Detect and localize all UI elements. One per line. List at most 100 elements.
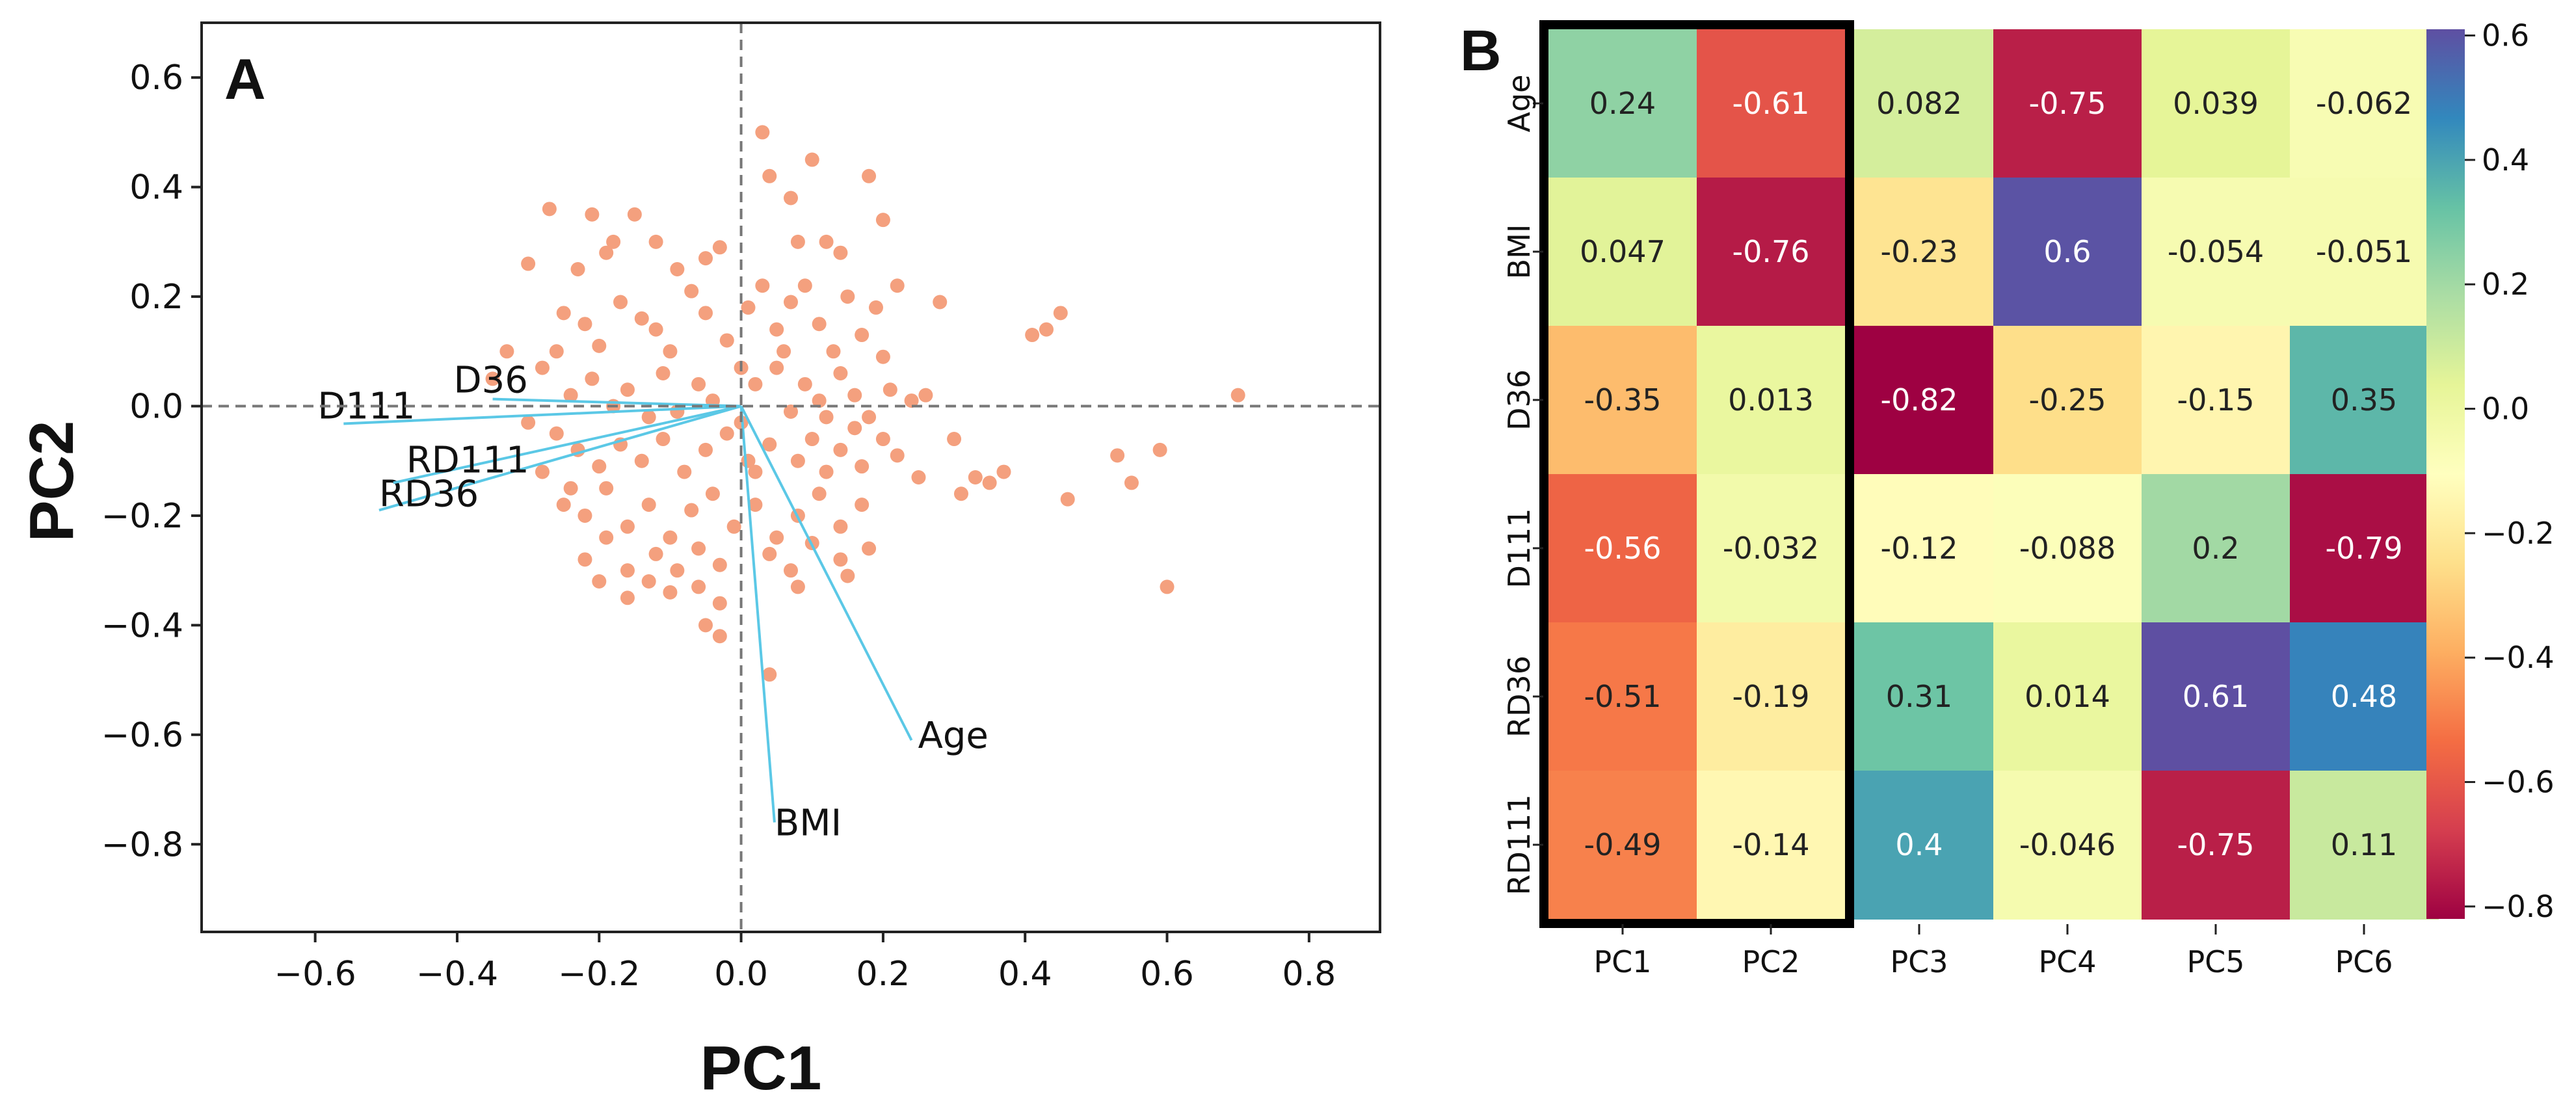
loading-vector <box>739 406 776 823</box>
scatter-point <box>819 410 834 425</box>
scatter-point <box>862 410 877 425</box>
colorbar <box>2426 29 2465 919</box>
scatter-point <box>719 333 734 348</box>
scatter-point <box>862 168 877 183</box>
scatter-point <box>691 377 706 391</box>
row-tick-label: RD36 <box>1502 656 1537 737</box>
scatter-point <box>656 365 671 380</box>
y-axis-ticks: 0.6 0.4 0.2 0.0 −0.2 −0.4 −0.6 −0.8 <box>101 59 202 864</box>
heatmap-cell <box>2290 326 2439 475</box>
heatmap-cell <box>2290 29 2439 178</box>
heatmap-cell <box>1845 622 1994 771</box>
scatter-point <box>684 284 699 298</box>
scatter-point <box>535 360 550 375</box>
scatter-point <box>875 349 890 364</box>
scatter-point <box>599 481 614 496</box>
cell-value-label: 0.35 <box>2331 382 2397 418</box>
heatmap-cell <box>1548 474 1697 623</box>
scatter-point <box>875 432 890 447</box>
heatmap-cell <box>2142 326 2291 475</box>
column-tick-label: PC3 <box>1890 944 1948 979</box>
scatter-point <box>521 415 536 430</box>
loading-label: D36 <box>454 360 528 402</box>
scatter-point <box>784 563 798 578</box>
scatter-point <box>648 322 663 337</box>
cell-value-label: -0.12 <box>1880 531 1958 566</box>
scatter-point <box>933 295 948 310</box>
scatter-point <box>833 245 848 260</box>
scatter-point <box>819 234 834 249</box>
cell-value-label: 0.6 <box>2043 234 2091 269</box>
scatter-point <box>748 464 763 479</box>
scatter-point <box>769 530 784 545</box>
scatter-point <box>790 579 805 594</box>
scatter-point <box>875 213 890 228</box>
scatter-point <box>705 486 720 501</box>
heatmap-cell <box>1697 178 1846 326</box>
x-tick-label: 0.4 <box>998 955 1052 994</box>
scatter-point <box>804 152 819 167</box>
scatter-point <box>620 382 635 397</box>
x-tick-label: 0.0 <box>714 955 768 994</box>
scatter-point <box>641 497 656 512</box>
scatter-point <box>656 432 671 447</box>
column-tick-label: PC6 <box>2335 944 2393 979</box>
scatter-point <box>648 234 663 249</box>
scatter-point <box>968 470 983 484</box>
scatter-point <box>855 497 870 512</box>
scatter-point <box>698 306 713 321</box>
colorbar-tick-label: −0.2 <box>2482 516 2555 551</box>
scatter-point <box>691 579 706 594</box>
heatmap-cell <box>1697 771 1846 920</box>
scatter-point <box>578 552 592 567</box>
scatter-point <box>784 404 798 419</box>
scatter-point <box>855 459 870 474</box>
scatter-point <box>840 568 855 583</box>
scatter-point <box>641 574 656 589</box>
heatmap-cell <box>1697 622 1846 771</box>
heatmap-cell <box>2290 474 2439 623</box>
cell-value-label: -0.56 <box>1584 531 1661 566</box>
cell-value-label: -0.15 <box>2177 382 2254 418</box>
column-tick-label: PC1 <box>1593 944 1651 979</box>
scatter-point <box>790 453 805 468</box>
heatmap-cell <box>1548 326 1697 475</box>
scatter-point <box>812 486 827 501</box>
y-tick-label: 0.2 <box>129 278 183 317</box>
scatter-point <box>691 541 706 556</box>
scatter-point <box>578 508 592 523</box>
scatter-point <box>918 388 933 403</box>
cell-value-label: 0.014 <box>2025 679 2110 714</box>
scatter-point <box>790 234 805 249</box>
highlight-box-pc1-pc2 <box>1539 20 1854 928</box>
loading-vector <box>378 404 742 512</box>
colorbar-tick-label: 0.2 <box>2482 267 2529 302</box>
scatter-point <box>719 426 734 441</box>
cell-value-label: -0.49 <box>1584 827 1661 862</box>
row-tick-label: D36 <box>1502 369 1537 431</box>
heatmap-cell <box>1845 771 1994 920</box>
loading-label: RD111 <box>406 439 529 481</box>
row-tick-label: Age <box>1502 75 1537 133</box>
x-tick-label: 0.2 <box>856 955 910 994</box>
loadings-heatmap: 0.24 -0.61 0.082 -0.75 0.039 -0.062 0.047 -0.76… <box>1460 18 2555 979</box>
heatmap-cell <box>1548 771 1697 920</box>
scatter-point <box>748 377 763 391</box>
y-tick-label: −0.6 <box>101 716 183 755</box>
column-tick-label: PC5 <box>2186 944 2244 979</box>
scatter-point <box>1039 322 1054 337</box>
scatter-point <box>1124 475 1139 490</box>
scatter-point <box>797 278 812 293</box>
scatter-point <box>797 377 812 391</box>
scatter-point <box>698 442 713 457</box>
x-tick-label: −0.2 <box>558 955 640 994</box>
scatter-point <box>812 317 827 332</box>
scatter-point <box>883 382 897 397</box>
scatter-point <box>698 618 713 633</box>
cell-value-label: -0.054 <box>2168 234 2264 269</box>
scatter-point <box>663 530 678 545</box>
heatmap-cell <box>1548 178 1697 326</box>
scatter-points <box>485 125 1245 682</box>
row-tick-label: BMI <box>1502 224 1537 280</box>
